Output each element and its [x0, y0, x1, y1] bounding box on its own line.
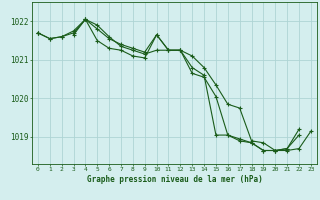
X-axis label: Graphe pression niveau de la mer (hPa): Graphe pression niveau de la mer (hPa) — [86, 175, 262, 184]
